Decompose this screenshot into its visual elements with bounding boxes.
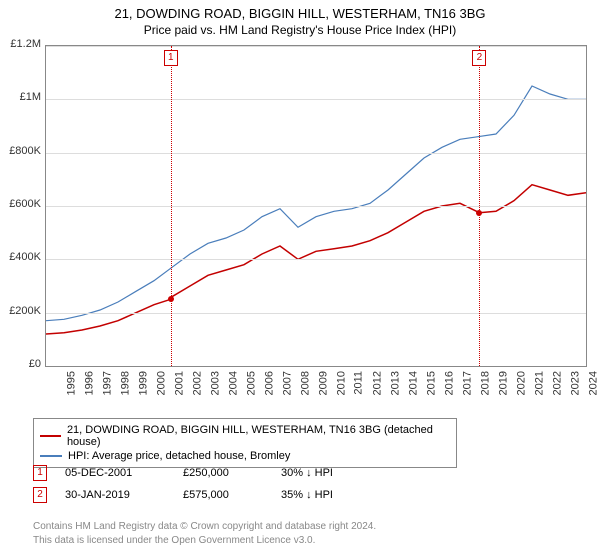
x-axis-label: 2008: [299, 371, 311, 395]
series-hpi: [46, 86, 586, 321]
legend-item: HPI: Average price, detached house, Brom…: [40, 449, 450, 463]
x-axis-label: 2020: [515, 371, 527, 395]
events-table: 1 05-DEC-2001 £250,000 30% ↓ HPI 2 30-JA…: [33, 462, 333, 506]
x-axis-label: 2023: [569, 371, 581, 395]
x-axis-label: 2013: [389, 371, 401, 395]
credits: Contains HM Land Registry data © Crown c…: [33, 520, 376, 547]
x-axis-label: 2012: [371, 371, 383, 395]
y-axis-label: £0: [1, 358, 41, 370]
marker-badge: 2: [472, 50, 486, 66]
y-axis-label: £200K: [1, 305, 41, 317]
event-date: 05-DEC-2001: [65, 467, 165, 479]
chart-container: 21, DOWDING ROAD, BIGGIN HILL, WESTERHAM…: [0, 0, 600, 560]
x-axis-label: 2021: [533, 371, 545, 395]
chart-subtitle: Price paid vs. HM Land Registry's House …: [0, 21, 600, 37]
event-row: 1 05-DEC-2001 £250,000 30% ↓ HPI: [33, 462, 333, 484]
event-date: 30-JAN-2019: [65, 489, 165, 501]
legend-label: 21, DOWDING ROAD, BIGGIN HILL, WESTERHAM…: [67, 424, 450, 448]
x-axis-label: 2024: [587, 371, 599, 395]
x-axis-label: 2018: [479, 371, 491, 395]
event-marker: 2: [33, 487, 47, 503]
x-axis-label: 2010: [335, 371, 347, 395]
x-axis-label: 2015: [425, 371, 437, 395]
x-axis-label: 2022: [551, 371, 563, 395]
data-point: [476, 210, 482, 216]
legend: 21, DOWDING ROAD, BIGGIN HILL, WESTERHAM…: [33, 418, 457, 468]
x-axis-label: 2005: [245, 371, 257, 395]
y-axis-label: £800K: [1, 145, 41, 157]
data-point: [168, 296, 174, 302]
plot-area: 12: [45, 45, 587, 367]
y-axis-label: £1.2M: [1, 38, 41, 50]
event-price: £250,000: [183, 467, 263, 479]
x-axis-label: 2000: [155, 371, 167, 395]
x-axis-label: 2019: [497, 371, 509, 395]
marker-line: [171, 46, 172, 366]
y-axis-label: £400K: [1, 251, 41, 263]
x-axis-label: 2009: [317, 371, 329, 395]
x-axis-label: 1999: [137, 371, 149, 395]
x-axis-label: 1998: [119, 371, 131, 395]
x-axis-label: 2016: [443, 371, 455, 395]
x-axis-label: 2011: [353, 371, 365, 395]
x-axis-label: 2004: [227, 371, 239, 395]
x-axis-label: 2007: [281, 371, 293, 395]
event-delta: 35% ↓ HPI: [281, 489, 333, 501]
event-delta: 30% ↓ HPI: [281, 467, 333, 479]
legend-label: HPI: Average price, detached house, Brom…: [68, 450, 290, 462]
x-axis-label: 2003: [209, 371, 221, 395]
legend-swatch: [40, 435, 61, 437]
y-axis-label: £1M: [1, 91, 41, 103]
marker-line: [479, 46, 480, 366]
x-axis-label: 1996: [83, 371, 95, 395]
event-marker: 1: [33, 465, 47, 481]
x-axis-label: 1995: [65, 371, 77, 395]
event-price: £575,000: [183, 489, 263, 501]
x-axis-label: 2002: [191, 371, 203, 395]
legend-item: 21, DOWDING ROAD, BIGGIN HILL, WESTERHAM…: [40, 423, 450, 449]
credits-line: This data is licensed under the Open Gov…: [33, 534, 376, 548]
x-axis-label: 2006: [263, 371, 275, 395]
marker-badge: 1: [164, 50, 178, 66]
x-axis-label: 1997: [101, 371, 113, 395]
x-axis-label: 2001: [173, 371, 185, 395]
x-axis-label: 2017: [461, 371, 473, 395]
x-axis-label: 2014: [407, 371, 419, 395]
y-axis-label: £600K: [1, 198, 41, 210]
legend-swatch: [40, 455, 62, 457]
credits-line: Contains HM Land Registry data © Crown c…: [33, 520, 376, 534]
event-row: 2 30-JAN-2019 £575,000 35% ↓ HPI: [33, 484, 333, 506]
chart-title: 21, DOWDING ROAD, BIGGIN HILL, WESTERHAM…: [0, 0, 600, 21]
